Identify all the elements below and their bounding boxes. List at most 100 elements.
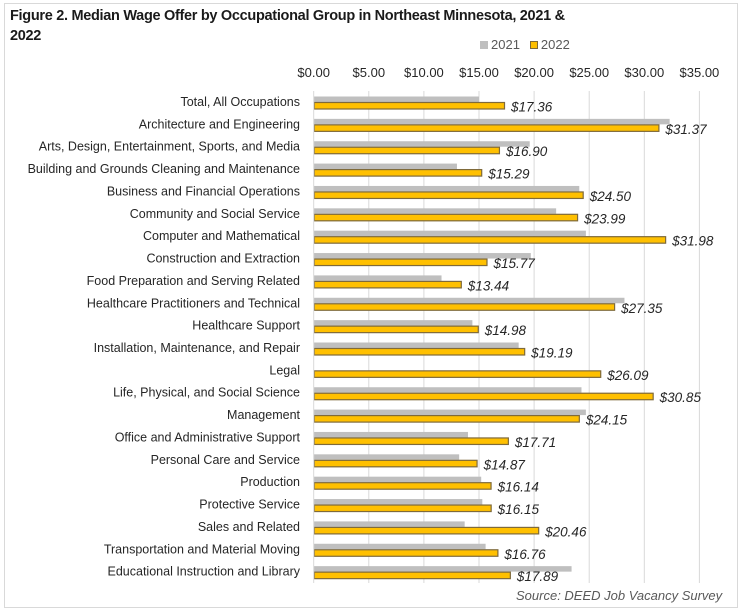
bar-2022	[313, 280, 462, 289]
data-label-2022: $26.09	[606, 368, 649, 383]
bar-2021	[313, 476, 482, 483]
bar-2021	[313, 297, 625, 304]
chart-title-line-1: Figure 2. Median Wage Offer by Occupatio…	[10, 8, 565, 24]
category-label: Building and Grounds Cleaning and Mainte…	[28, 162, 300, 176]
data-label-2022: $20.46	[544, 524, 587, 539]
bar-2021	[313, 454, 460, 460]
bar-2021	[313, 431, 468, 438]
x-tick-label: $5.00	[353, 65, 386, 80]
bar-2022	[313, 414, 580, 423]
data-label-2022: $16.14	[497, 480, 539, 495]
bar-2022	[313, 459, 478, 468]
bar-2022	[313, 213, 579, 222]
x-tick-label: $10.00	[404, 65, 444, 80]
bar-2021	[313, 566, 572, 572]
category-label: Installation, Maintenance, and Repair	[94, 341, 300, 355]
bar-2022	[313, 236, 667, 244]
category-label: Computer and Mathematical	[143, 229, 300, 243]
bar-2022	[313, 101, 506, 110]
chart-title: Figure 2. Median Wage Offer by Occupatio…	[10, 6, 590, 46]
data-label-2022: $13.44	[467, 278, 509, 293]
category-label: Healthcare Support	[192, 319, 300, 333]
data-label-2022: $16.90	[505, 144, 548, 159]
bar-2021	[313, 521, 465, 527]
bar-2022	[313, 437, 509, 446]
category-label: Food Preparation and Serving Related	[87, 274, 300, 288]
data-labels: $17.36 $31.37 $16.90 $15.29 $24.50 $23.99 $31.…	[467, 100, 714, 585]
category-label: Educational Instruction and Library	[108, 565, 301, 579]
bar-2021	[313, 253, 531, 259]
data-label-2022: $14.87	[483, 457, 526, 472]
legend-swatch-2021	[480, 40, 488, 49]
bar-2022	[313, 168, 483, 177]
category-label: Total, All Occupations	[180, 95, 300, 109]
category-label: Healthcare Practitioners and Technical	[87, 296, 300, 310]
category-label: Arts, Design, Entertainment, Sports, and…	[39, 140, 300, 154]
bar-2021	[313, 499, 483, 505]
legend-item-2022: 2022	[529, 37, 570, 52]
bar-2022	[313, 549, 499, 557]
category-label: Transportation and Material Moving	[104, 542, 300, 556]
category-label: Community and Social Service	[130, 207, 300, 221]
category-label: Protective Service	[199, 498, 300, 512]
x-axis-ticks: $0.00 $5.00 $10.00 $15.00 $20.00 $25.00 $30.00…	[297, 65, 719, 80]
bar-2022	[313, 347, 526, 356]
data-label-2022: $23.99	[583, 211, 626, 226]
bar-2022	[313, 370, 602, 378]
data-label-2022: $31.98	[671, 234, 714, 249]
source-note: Source: DEED Job Vacancy Survey	[516, 588, 723, 603]
category-label: Life, Physical, and Social Science	[113, 386, 300, 400]
data-label-2022: $15.29	[487, 167, 530, 182]
data-label-2022: $19.19	[530, 346, 573, 361]
data-label-2022: $15.77	[492, 256, 535, 271]
bar-2021	[313, 185, 580, 192]
x-tick-label: $20.00	[514, 65, 554, 80]
chart-title-line-2: 2022	[10, 28, 42, 44]
bar-2021	[313, 320, 473, 326]
x-tick-label: $25.00	[569, 65, 609, 80]
bar-2021	[313, 543, 486, 550]
category-label: Management	[227, 408, 300, 422]
data-label-2022: $24.50	[589, 189, 632, 204]
bar-2021	[313, 96, 479, 102]
legend-label-2022: 2022	[540, 37, 570, 52]
data-label-2022: $27.35	[620, 301, 663, 316]
bar-2021	[313, 409, 586, 416]
data-label-2022: $16.76	[503, 547, 546, 562]
x-tick-label: $15.00	[459, 65, 499, 80]
data-label-2022: $16.15	[497, 502, 540, 517]
legend-label-2021: 2021	[491, 37, 520, 52]
bar-2021	[313, 118, 670, 125]
data-label-2022: $31.37	[664, 122, 707, 137]
bar-2021	[313, 275, 442, 281]
data-label-2022: $14.98	[484, 323, 527, 338]
bar-2021	[313, 342, 519, 348]
bar-2021	[313, 208, 557, 214]
category-labels: Total, All Occupations Architecture and E…	[28, 95, 301, 579]
data-label-2022: $24.15	[585, 413, 628, 428]
bar-2022	[313, 325, 479, 334]
bar-2022	[313, 526, 540, 535]
legend-swatch-2022	[529, 40, 538, 49]
data-label-2022: $30.85	[659, 390, 702, 405]
bar-2021	[313, 163, 457, 170]
data-label-2022: $17.36	[510, 100, 553, 115]
bar-2021	[313, 387, 582, 393]
data-label-2022: $17.89	[516, 569, 559, 584]
bar-2022	[313, 146, 501, 155]
category-label: Personal Care and Service	[151, 453, 300, 467]
bar-2022	[313, 504, 492, 513]
x-tick-label: $30.00	[624, 65, 664, 80]
x-tick-label: $35.00	[680, 65, 720, 80]
bar-2022	[313, 482, 492, 490]
category-label: Construction and Extraction	[146, 252, 300, 266]
x-tick-label: $0.00	[297, 65, 330, 80]
bar-2022	[313, 124, 660, 132]
legend-item-2021: 2021	[480, 37, 520, 52]
bar-2022	[313, 303, 616, 311]
bar-2022	[313, 258, 488, 267]
category-label: Office and Administrative Support	[115, 430, 301, 444]
category-label: Business and Financial Operations	[107, 184, 300, 198]
bar-2022	[313, 571, 511, 580]
